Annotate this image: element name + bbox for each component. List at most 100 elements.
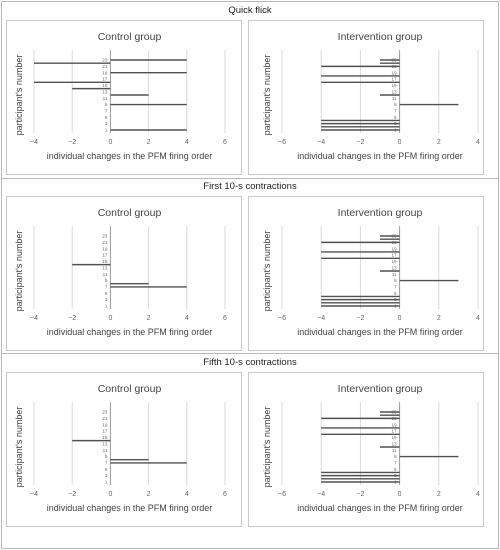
- x-tick-label: 2: [147, 491, 151, 498]
- x-tick-label: −4: [30, 139, 38, 146]
- panel-fifth-intervention: [248, 372, 484, 527]
- x-tick-label: 4: [476, 491, 480, 498]
- y-tick-label: 7: [105, 285, 108, 290]
- y-tick-label: 21: [391, 416, 397, 421]
- y-tick-label: 17: [102, 253, 108, 258]
- y-tick-label: 9: [105, 102, 108, 107]
- x-tick-label: 4: [185, 491, 189, 498]
- x-tick-label: 0: [398, 315, 402, 322]
- x-tick-label: −2: [356, 139, 364, 146]
- y-tick-label: 3: [105, 121, 108, 126]
- y-tick-label: 7: [394, 109, 397, 114]
- x-tick-label: 0: [108, 491, 112, 498]
- x-tick-label: 2: [437, 315, 441, 322]
- y-tick-label: 1: [105, 128, 108, 133]
- y-tick-label: 13: [391, 89, 397, 94]
- y-tick-label: 5: [394, 291, 397, 296]
- y-tick-label: 9: [105, 278, 108, 283]
- x-tick-label: −2: [68, 315, 76, 322]
- x-tick-label: −2: [68, 139, 76, 146]
- x-tick-label: −4: [317, 139, 325, 146]
- y-tick-label: 5: [394, 467, 397, 472]
- panel-quick-flick-control: [6, 20, 242, 175]
- x-tick-label: 2: [147, 315, 151, 322]
- y-tick-label: 9: [105, 454, 108, 459]
- chart-title: Intervention group: [338, 31, 423, 43]
- x-axis-label: individual changes in the PFM firing ord…: [297, 327, 463, 337]
- y-tick-label: 13: [391, 265, 397, 270]
- x-axis-label: individual changes in the PFM firing ord…: [47, 327, 213, 337]
- x-axis-label: individual changes in the PFM firing ord…: [297, 503, 463, 513]
- y-tick-label: 7: [394, 285, 397, 290]
- panel-quick-flick-intervention: [248, 20, 484, 175]
- y-axis-label: participant's number: [262, 231, 272, 312]
- y-tick-label: 3: [105, 473, 108, 478]
- y-tick-label: 3: [394, 473, 397, 478]
- y-tick-label: 9: [394, 454, 397, 459]
- y-tick-label: 17: [391, 77, 397, 82]
- y-tick-label: 1: [394, 480, 397, 485]
- x-tick-label: 4: [476, 139, 480, 146]
- panel-first-intervention: [248, 196, 484, 351]
- y-tick-label: 13: [102, 265, 108, 270]
- panel-first-control: [6, 196, 242, 351]
- x-axis-label: individual changes in the PFM firing ord…: [47, 503, 213, 513]
- y-tick-label: 17: [102, 77, 108, 82]
- y-tick-label: 15: [391, 435, 397, 440]
- x-tick-label: 6: [223, 315, 227, 322]
- y-tick-label: 15: [391, 259, 397, 264]
- y-axis-label: participant's number: [14, 407, 24, 488]
- y-tick-label: 5: [105, 467, 108, 472]
- y-tick-label: 15: [102, 83, 108, 88]
- y-tick-label: 11: [392, 272, 397, 277]
- y-tick-label: 17: [102, 429, 108, 434]
- y-tick-label: 9: [394, 102, 397, 107]
- y-tick-label: 11: [392, 448, 397, 453]
- section-title-fifth-contractions: Fifth 10-s contractions: [203, 357, 297, 368]
- x-tick-label: 2: [147, 139, 151, 146]
- y-tick-label: 23: [102, 58, 108, 63]
- y-tick-label: 1: [105, 480, 108, 485]
- chart-title: Control group: [98, 207, 162, 219]
- x-tick-label: −4: [317, 315, 325, 322]
- y-tick-label: 5: [105, 291, 108, 296]
- section-title-first-contractions: First 10-s contractions: [203, 181, 297, 192]
- chart-title: Intervention group: [338, 207, 423, 219]
- y-tick-label: 21: [102, 240, 108, 245]
- y-tick-label: 23: [102, 410, 108, 415]
- x-tick-label: −4: [30, 491, 38, 498]
- y-axis-label: participant's number: [14, 55, 24, 136]
- section-divider: [2, 178, 498, 179]
- y-tick-label: 13: [102, 89, 108, 94]
- y-tick-label: 15: [102, 435, 108, 440]
- y-tick-label: 11: [103, 448, 108, 453]
- x-axis-label: individual changes in the PFM firing ord…: [47, 151, 213, 161]
- x-tick-label: 4: [476, 315, 480, 322]
- x-tick-label: 4: [185, 315, 189, 322]
- y-tick-label: 13: [102, 441, 108, 446]
- x-tick-label: 0: [398, 491, 402, 498]
- x-tick-label: 2: [437, 491, 441, 498]
- x-tick-label: −2: [356, 491, 364, 498]
- y-tick-label: 13: [391, 441, 397, 446]
- x-tick-label: 4: [185, 139, 189, 146]
- chart-title: Intervention group: [338, 383, 423, 395]
- section-title-quick-flick: Quick flick: [228, 5, 272, 16]
- y-tick-label: 5: [394, 115, 397, 120]
- y-tick-label: 1: [105, 304, 108, 309]
- y-tick-label: 15: [391, 83, 397, 88]
- y-tick-label: 19: [391, 70, 397, 75]
- y-tick-label: 11: [392, 96, 397, 101]
- x-tick-label: −4: [317, 491, 325, 498]
- chart-title: Control group: [98, 31, 162, 43]
- y-tick-label: 23: [391, 58, 397, 63]
- y-tick-label: 21: [391, 64, 397, 69]
- y-tick-label: 23: [102, 234, 108, 239]
- y-axis-label: participant's number: [262, 55, 272, 136]
- y-tick-label: 1: [394, 128, 397, 133]
- y-tick-label: 3: [105, 297, 108, 302]
- y-tick-label: 3: [394, 121, 397, 126]
- y-tick-label: 11: [103, 96, 108, 101]
- y-tick-label: 19: [102, 246, 108, 251]
- y-tick-label: 23: [391, 234, 397, 239]
